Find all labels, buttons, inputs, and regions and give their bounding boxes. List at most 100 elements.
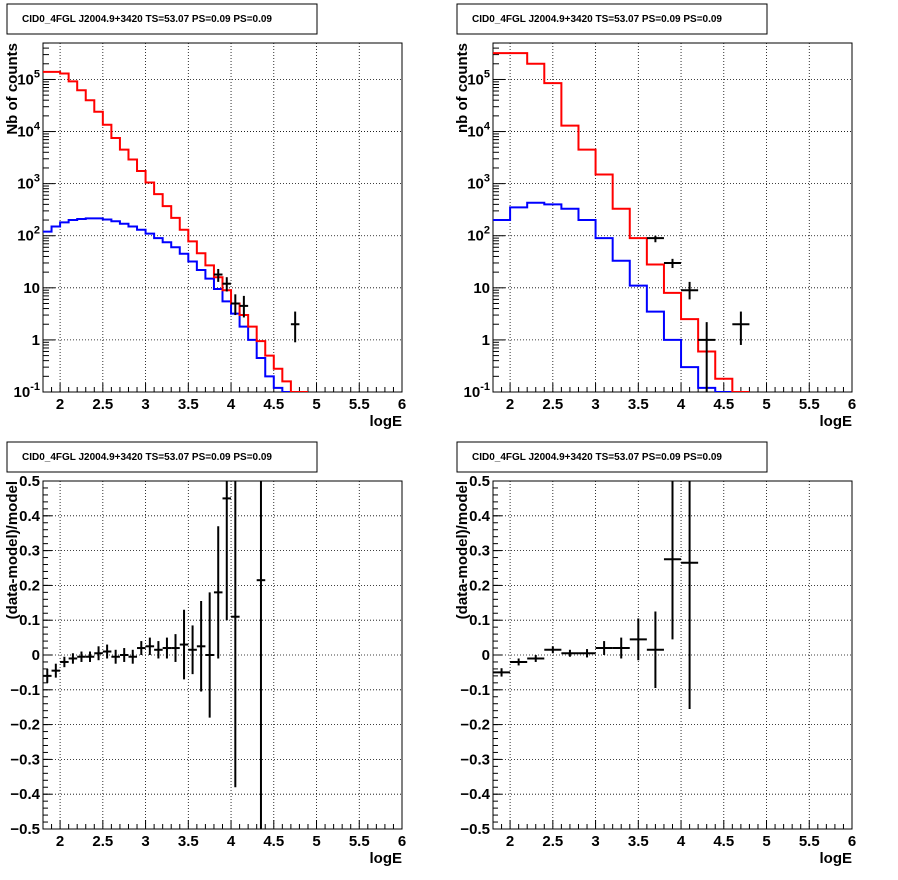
panel-title-box: CID0_4FGL J2004.9+3420 TS=53.07 PS=0.09 …: [6, 441, 318, 473]
x-tick-label: 4: [677, 396, 686, 413]
panel-title-box: CID0_4FGL J2004.9+3420 TS=53.07 PS=0.09 …: [6, 3, 318, 35]
y-tick-base: 10: [467, 228, 484, 245]
x-tick-label: 6: [848, 396, 856, 413]
y-tick-label: 104: [17, 121, 41, 141]
y-tick-exponent: -1: [480, 381, 490, 393]
panel-title: CID0_4FGL J2004.9+3420 TS=53.07 PS=0.09 …: [22, 452, 272, 463]
y-tick-label: 0: [482, 647, 490, 664]
y-tick-label: 0.1: [19, 612, 40, 629]
title-frame: [6, 3, 318, 35]
y-tick-label: 104: [467, 121, 491, 141]
x-tick-label: 2.5: [92, 396, 113, 413]
y-tick-exponent: 3: [484, 173, 490, 185]
y-tick-label: −0.1: [10, 682, 40, 699]
x-tick-label: 5.5: [799, 833, 820, 850]
y-tick-base: 10: [17, 176, 34, 193]
panel-title-box: CID0_4FGL J2004.9+3420 TS=53.07 PS=0.09 …: [456, 3, 768, 35]
x-tick-label: 5.5: [349, 833, 370, 850]
y-tick-base: 10: [467, 176, 484, 193]
title-frame: [6, 441, 318, 473]
x-tick-label: 5.5: [349, 396, 370, 413]
y-tick-label: 0.4: [469, 508, 491, 525]
component-model-line: [43, 217, 291, 392]
y-tick-label: 103: [467, 173, 490, 193]
y-tick-label: 10-1: [464, 381, 490, 401]
y-tick-label: 0.5: [19, 473, 40, 490]
x-tick-label: 6: [398, 833, 406, 850]
x-tick-label: 4.5: [713, 833, 734, 850]
x-tick-label: 4: [677, 833, 686, 850]
y-tick-label: 10: [23, 280, 40, 297]
x-tick-label: 3: [141, 833, 149, 850]
y-axis-title: Nb of counts: [4, 43, 21, 135]
y-tick-label: −0.2: [10, 717, 40, 734]
y-tick-exponent: 5: [484, 68, 490, 80]
y-tick-label: 1: [32, 332, 40, 349]
total-model-line: [493, 52, 750, 392]
y-tick-label: 0.1: [469, 612, 490, 629]
y-tick-label: 0.3: [19, 543, 40, 560]
y-tick-label: 10-1: [14, 381, 40, 401]
x-tick-label: 4.5: [713, 396, 734, 413]
x-tick-label: 3.5: [628, 396, 649, 413]
y-tick-label: −0.4: [10, 786, 40, 803]
y-tick-exponent: 3: [34, 173, 40, 185]
y-axis-title: (data-model)/model: [4, 481, 21, 619]
x-tick-label: 2.5: [542, 396, 563, 413]
panel-title: CID0_4FGL J2004.9+3420 TS=53.07 PS=0.09 …: [472, 14, 722, 25]
x-tick-label: 3.5: [178, 833, 199, 850]
y-tick-exponent: 2: [484, 225, 490, 237]
title-frame: [456, 3, 768, 35]
panel-2: CID0_4FGL J2004.9+3420 TS=53.07 PS=0.09 …: [454, 3, 856, 430]
plot-frame: [42, 480, 403, 830]
x-tick-label: 2: [506, 396, 514, 413]
y-tick-label: −0.5: [10, 821, 40, 838]
panel-4: CID0_4FGL J2004.9+3420 TS=53.07 PS=0.09 …: [454, 441, 856, 867]
x-tick-label: 3: [591, 396, 599, 413]
y-tick-label: −0.4: [460, 786, 490, 803]
y-tick-label: −0.2: [460, 717, 490, 734]
x-tick-label: 3.5: [628, 833, 649, 850]
x-tick-label: 4: [227, 833, 236, 850]
x-tick-label: 2: [56, 833, 64, 850]
y-tick-base: 10: [464, 384, 481, 401]
total-model-line: [43, 70, 308, 392]
y-tick-label: 103: [17, 173, 40, 193]
panel-title: CID0_4FGL J2004.9+3420 TS=53.07 PS=0.09 …: [472, 452, 722, 463]
y-axis-title: (data-model)/model: [454, 481, 471, 619]
x-tick-label: 6: [398, 396, 406, 413]
y-tick-label: −0.1: [460, 682, 490, 699]
x-tick-label: 3: [591, 833, 599, 850]
y-tick-label: 0.3: [469, 543, 490, 560]
panel-3: CID0_4FGL J2004.9+3420 TS=53.07 PS=0.09 …: [4, 441, 406, 867]
x-tick-label: 3: [141, 396, 149, 413]
x-tick-label: 2.5: [542, 833, 563, 850]
x-tick-label: 5.5: [799, 396, 820, 413]
y-tick-label: 0.5: [469, 473, 490, 490]
y-tick-label: 0.4: [19, 508, 41, 525]
y-tick-base: 10: [467, 71, 484, 88]
x-axis-title: logE: [370, 850, 403, 867]
y-tick-label: 10: [473, 280, 490, 297]
x-axis-title: logE: [820, 413, 853, 430]
y-tick-base: 10: [17, 71, 34, 88]
x-axis-title: logE: [820, 850, 853, 867]
y-tick-base: 10: [17, 124, 34, 141]
y-tick-exponent: -1: [30, 381, 40, 393]
y-tick-label: 102: [467, 225, 490, 245]
y-axis-title: nb of counts: [454, 43, 471, 133]
x-tick-label: 3.5: [178, 396, 199, 413]
y-tick-base: 10: [14, 384, 31, 401]
y-tick-label: 105: [17, 68, 40, 88]
y-tick-exponent: 4: [484, 121, 491, 133]
y-tick-label: 105: [467, 68, 490, 88]
x-tick-label: 4.5: [263, 833, 284, 850]
y-tick-label: −0.3: [10, 751, 40, 768]
panel-1: CID0_4FGL J2004.9+3420 TS=53.07 PS=0.09 …: [4, 3, 406, 430]
y-tick-label: 0: [32, 647, 40, 664]
x-tick-label: 5: [762, 396, 770, 413]
y-tick-label: 0.2: [19, 577, 40, 594]
y-tick-label: 102: [17, 225, 40, 245]
x-tick-label: 4.5: [263, 396, 284, 413]
